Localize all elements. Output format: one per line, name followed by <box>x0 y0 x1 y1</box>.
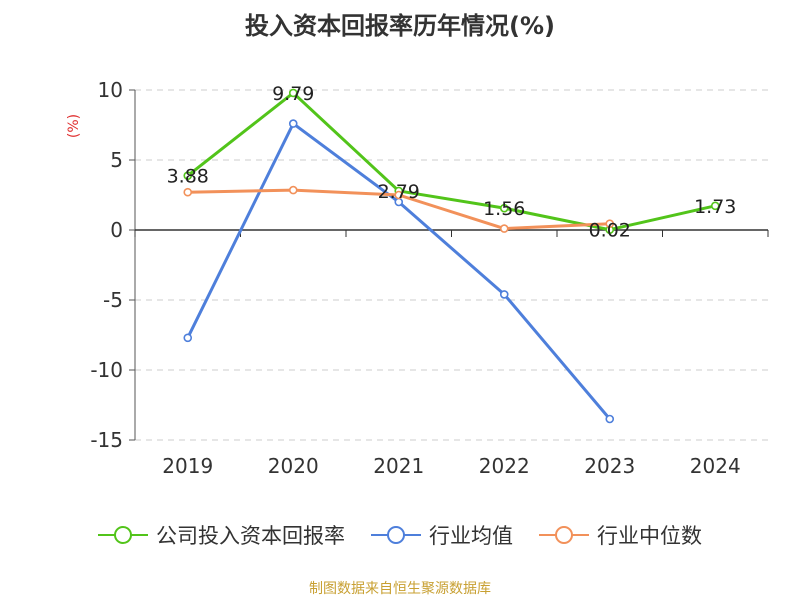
axes: 10 5 0 -5 -10 -15 2019 2020 2021 2022 2023 2024 <box>90 78 769 478</box>
legend-label-industry-median: 行业中位数 <box>597 524 702 548</box>
data-point-company[interactable] <box>710 201 720 211</box>
x-tick-label: 2021 <box>373 454 424 478</box>
data-label: 1.56 <box>483 198 525 220</box>
data-label: 1.73 <box>694 196 736 218</box>
data-label: 3.88 <box>167 166 209 188</box>
data-point-industry-mean[interactable] <box>605 414 615 424</box>
y-axis-label: (%) <box>66 114 82 138</box>
legend-item-industry-mean[interactable]: 行业均值 <box>371 520 513 550</box>
series-line-industry-mean <box>186 122 611 420</box>
data-point-industry-median[interactable] <box>394 190 404 200</box>
data-label: 0.02 <box>589 220 631 242</box>
data-point-company[interactable] <box>499 203 509 213</box>
data-point-industry-mean[interactable] <box>499 290 509 299</box>
y-tick-label: 0 <box>110 218 123 242</box>
data-point-industry-median[interactable] <box>288 185 298 195</box>
chart-title: 投入资本回报率历年情况(%) <box>245 12 555 40</box>
legend-item-company[interactable]: 公司投入资本回报率 <box>98 520 345 550</box>
legend-label-company: 公司投入资本回报率 <box>156 524 345 548</box>
y-tick-label: -5 <box>103 288 123 312</box>
data-point-industry-mean[interactable] <box>288 119 298 128</box>
source-note: 制图数据来自恒生聚源数据库 <box>309 581 491 597</box>
data-point-industry-median[interactable] <box>499 224 509 233</box>
legend-label-industry-mean: 行业均值 <box>429 524 513 548</box>
x-tick-label: 2024 <box>690 454 741 478</box>
legend-swatch-icon <box>98 526 148 544</box>
data-point-industry-mean[interactable] <box>183 333 193 343</box>
legend-swatch-icon <box>371 526 421 544</box>
x-tick-label: 2020 <box>268 454 319 478</box>
series-line-company <box>186 91 716 232</box>
data-point-industry-median[interactable] <box>183 187 193 197</box>
x-tick-label: 2019 <box>162 454 213 478</box>
x-tick-label: 2023 <box>584 454 635 478</box>
data-point-company[interactable] <box>183 171 193 180</box>
y-tick-label: -10 <box>90 358 123 382</box>
data-label: 9.79 <box>272 83 314 105</box>
y-tick-label: 10 <box>98 78 123 102</box>
legend-item-industry-median[interactable]: 行业中位数 <box>539 520 702 550</box>
y-tick-label: -15 <box>90 428 123 452</box>
data-point-industry-median[interactable] <box>605 219 615 228</box>
legend-swatch-icon <box>539 526 589 544</box>
y-tick-label: 5 <box>110 148 123 172</box>
data-label: 2.79 <box>378 181 420 203</box>
data-labels: 3.88 9.79 2.79 1.56 0.02 1.73 <box>167 83 737 242</box>
legend: 公司投入资本回报率 行业均值 行业中位数 <box>0 520 800 550</box>
data-point-company[interactable] <box>288 88 298 98</box>
x-tick-label: 2022 <box>479 454 530 478</box>
series-layer <box>183 88 720 424</box>
